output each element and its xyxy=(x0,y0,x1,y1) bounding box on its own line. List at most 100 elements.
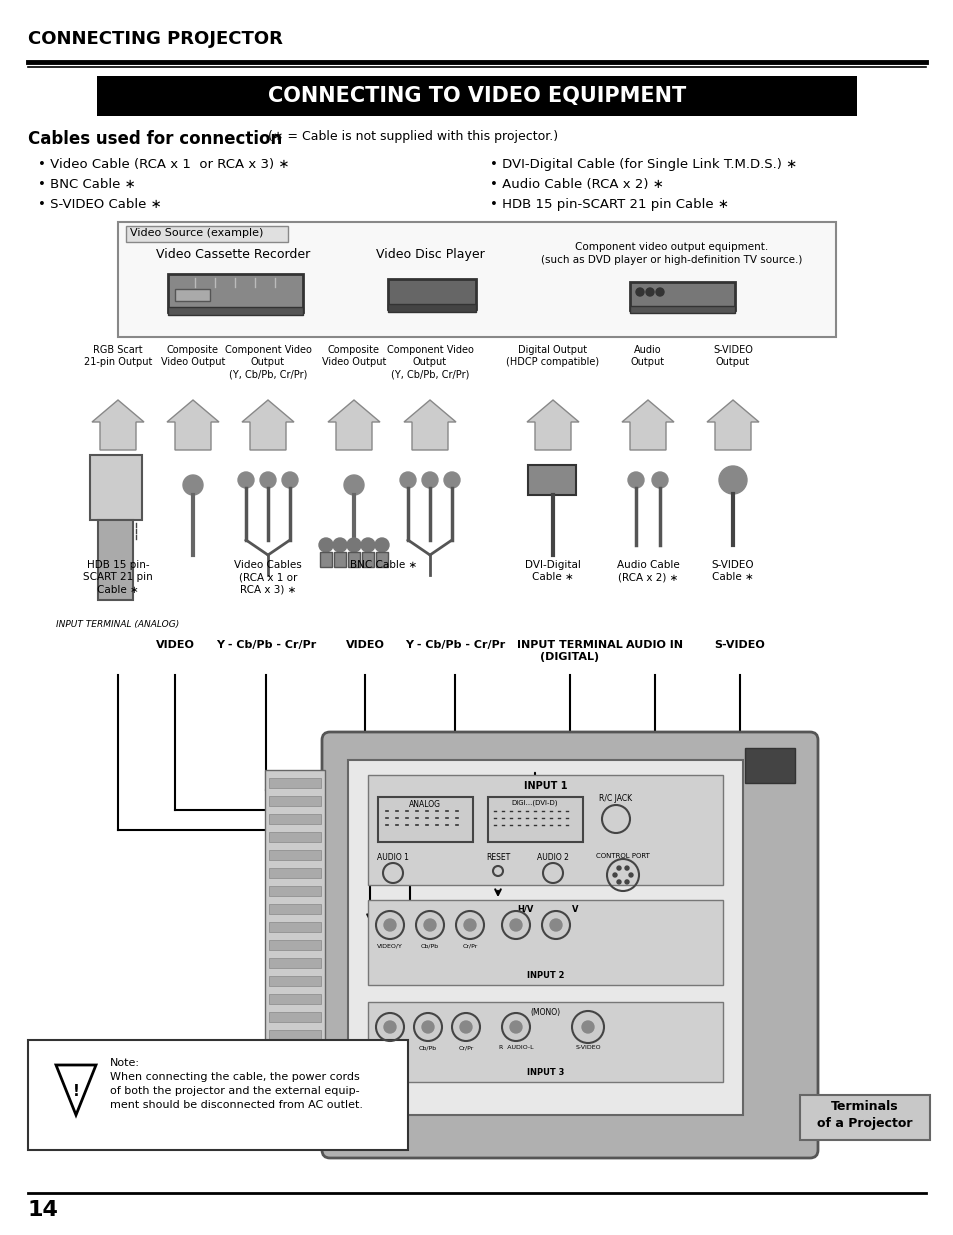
Text: CONNECTING PROJECTOR: CONNECTING PROJECTOR xyxy=(28,30,283,48)
Text: Cr/Pr: Cr/Pr xyxy=(457,1045,473,1050)
Circle shape xyxy=(510,1021,521,1032)
Bar xyxy=(744,748,794,783)
Bar xyxy=(388,304,476,312)
Circle shape xyxy=(347,538,360,552)
Text: HDB 15 pin-
SCART 21 pin
Cable ∗: HDB 15 pin- SCART 21 pin Cable ∗ xyxy=(83,559,152,595)
Polygon shape xyxy=(91,400,144,450)
Bar xyxy=(269,904,320,914)
Bar xyxy=(269,923,320,932)
Bar xyxy=(269,1066,320,1076)
Bar xyxy=(269,976,320,986)
Text: Component video output equipment.
(such as DVD player or high-definition TV sour: Component video output equipment. (such … xyxy=(540,242,801,266)
Bar xyxy=(269,850,320,860)
Text: AUDIO 2: AUDIO 2 xyxy=(537,853,568,862)
Circle shape xyxy=(572,1011,603,1044)
Bar xyxy=(800,1095,929,1140)
Text: VIDEO/Y: VIDEO/Y xyxy=(376,1045,402,1050)
Text: RGB Scart
21-pin Output: RGB Scart 21-pin Output xyxy=(84,345,152,367)
Text: Component Video
Output
(Y, Cb/Pb, Cr/Pr): Component Video Output (Y, Cb/Pb, Cr/Pr) xyxy=(386,345,473,380)
Bar xyxy=(126,226,288,242)
Circle shape xyxy=(318,538,333,552)
Circle shape xyxy=(375,538,389,552)
Polygon shape xyxy=(706,400,759,450)
Circle shape xyxy=(384,919,395,931)
Bar xyxy=(269,1011,320,1023)
Bar xyxy=(168,308,303,315)
Text: R/C JACK: R/C JACK xyxy=(598,794,632,803)
Polygon shape xyxy=(621,400,673,450)
Text: Cr/Pr: Cr/Pr xyxy=(462,944,477,948)
Bar xyxy=(269,940,320,950)
Bar xyxy=(527,466,576,495)
Polygon shape xyxy=(56,1065,96,1115)
Bar xyxy=(375,552,388,567)
Polygon shape xyxy=(526,400,578,450)
Circle shape xyxy=(414,1013,441,1041)
Bar xyxy=(269,1030,320,1040)
Circle shape xyxy=(501,911,530,939)
Bar xyxy=(174,289,210,301)
Circle shape xyxy=(624,866,628,871)
Bar xyxy=(97,77,856,116)
Bar xyxy=(269,797,320,806)
Circle shape xyxy=(183,475,203,495)
Text: INPUT 1: INPUT 1 xyxy=(523,781,567,790)
Bar xyxy=(269,832,320,842)
Bar xyxy=(265,769,325,1120)
Bar xyxy=(269,868,320,878)
Text: AUDIO IN: AUDIO IN xyxy=(626,640,682,650)
Text: INPUT 2: INPUT 2 xyxy=(526,971,563,981)
Circle shape xyxy=(399,472,416,488)
Bar xyxy=(269,814,320,824)
Text: Terminals
of a Projector: Terminals of a Projector xyxy=(817,1100,912,1130)
Circle shape xyxy=(459,1021,472,1032)
Bar xyxy=(319,552,332,567)
Text: Video Disc Player: Video Disc Player xyxy=(375,248,484,261)
Circle shape xyxy=(237,472,253,488)
Circle shape xyxy=(651,472,667,488)
Bar xyxy=(168,274,303,312)
Circle shape xyxy=(443,472,459,488)
Text: Component Video
Output
(Y, Cb/Pb, Cr/Pr): Component Video Output (Y, Cb/Pb, Cr/Pr) xyxy=(224,345,311,380)
Text: Composite
Video Output: Composite Video Output xyxy=(161,345,225,367)
Circle shape xyxy=(421,1021,434,1032)
Bar xyxy=(28,1040,408,1150)
Bar xyxy=(488,797,582,842)
Text: Video Cassette Recorder: Video Cassette Recorder xyxy=(155,248,310,261)
Text: • BNC Cable ∗: • BNC Cable ∗ xyxy=(38,178,135,191)
Bar xyxy=(269,885,320,897)
Text: Audio
Output: Audio Output xyxy=(630,345,664,367)
Text: DIGI...(DVI-D): DIGI...(DVI-D) xyxy=(511,800,558,806)
Text: • DVI-Digital Cable (for Single Link T.M.D.S.) ∗: • DVI-Digital Cable (for Single Link T.M… xyxy=(490,158,797,170)
Text: H/V: H/V xyxy=(517,905,533,914)
Text: INPUT TERMINAL
(DIGITAL): INPUT TERMINAL (DIGITAL) xyxy=(517,640,622,662)
Circle shape xyxy=(346,1083,390,1128)
Circle shape xyxy=(463,919,476,931)
Circle shape xyxy=(624,879,628,884)
Bar xyxy=(269,994,320,1004)
Bar xyxy=(98,520,132,600)
Circle shape xyxy=(617,866,620,871)
Circle shape xyxy=(645,288,654,296)
Text: RESET: RESET xyxy=(485,853,510,862)
Polygon shape xyxy=(167,400,219,450)
Circle shape xyxy=(282,472,297,488)
Text: S-VIDEO
Output: S-VIDEO Output xyxy=(712,345,752,367)
Circle shape xyxy=(423,919,436,931)
Bar xyxy=(368,900,722,986)
Bar xyxy=(388,279,476,309)
Circle shape xyxy=(260,472,275,488)
Bar xyxy=(629,282,734,310)
Text: DVI-Digital
Cable ∗: DVI-Digital Cable ∗ xyxy=(524,559,580,583)
Text: Cables used for connection: Cables used for connection xyxy=(28,130,282,148)
Circle shape xyxy=(333,538,347,552)
Circle shape xyxy=(375,911,403,939)
Text: S-VIDEO: S-VIDEO xyxy=(714,640,764,650)
Text: ANALOG: ANALOG xyxy=(409,800,440,809)
Bar xyxy=(334,552,346,567)
Circle shape xyxy=(656,288,663,296)
Bar xyxy=(348,760,742,1115)
Bar xyxy=(269,1084,320,1094)
Bar xyxy=(629,306,734,312)
Circle shape xyxy=(360,538,375,552)
